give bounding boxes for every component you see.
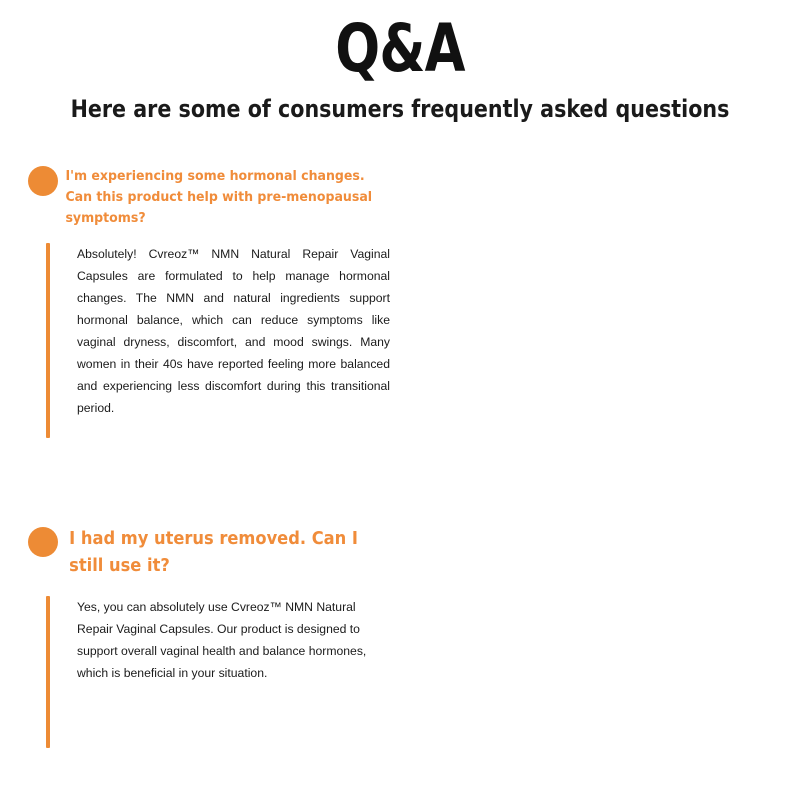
faq-answer-text: Absolutely! Cvreoz™ NMN Natural Repair V… (77, 247, 390, 415)
accent-rail (46, 596, 50, 748)
page-subtitle: Here are some of consumers frequently as… (70, 95, 730, 123)
faq-question-text: I had my uterus removed. Can I still use… (69, 529, 358, 576)
faq-item-hormonal-changes[interactable]: I'm experiencing some hormonal changes. … (28, 162, 418, 438)
faq-question-row: I had my uterus removed. Can I still use… (28, 523, 418, 580)
faq-question-text: I'm experiencing some hormonal changes. … (65, 168, 373, 226)
page-title: Q&A (335, 10, 465, 87)
faq-answer-row: Absolutely! Cvreoz™ NMN Natural Repair V… (46, 243, 418, 438)
bullet-circle-icon (28, 166, 58, 196)
faq-item-uterus-removed[interactable]: I had my uterus removed. Can I still use… (28, 523, 418, 748)
bullet-circle-icon (28, 527, 58, 557)
faq-answer-text: Yes, you can absolutely use Cvreoz™ NMN … (77, 600, 367, 680)
accent-rail (46, 243, 50, 438)
page-header: Q&A Here are some of consumers frequentl… (0, 0, 800, 124)
faq-answer-row: Yes, you can absolutely use Cvreoz™ NMN … (46, 596, 418, 748)
faq-question-row: I'm experiencing some hormonal changes. … (28, 162, 418, 229)
